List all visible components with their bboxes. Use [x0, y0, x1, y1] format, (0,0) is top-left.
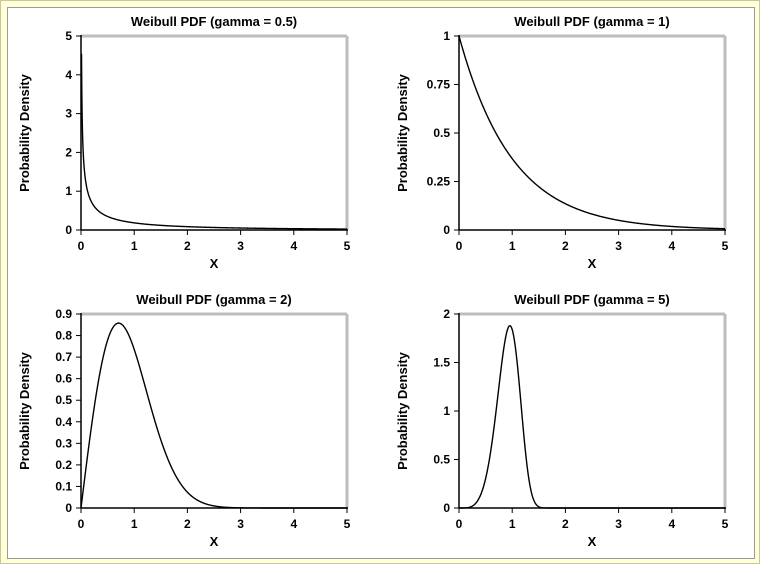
x-tick-label: 3 — [237, 239, 244, 253]
pdf-curve — [459, 324, 725, 509]
x-tick-label: 5 — [722, 517, 729, 531]
y-tick-label: 1 — [65, 184, 72, 198]
y-tick-label: 0 — [443, 501, 450, 515]
chart-title: Weibull PDF (gamma = 2) — [136, 292, 291, 307]
x-tick-label: 0 — [456, 517, 463, 531]
y-tick-label: 0.5 — [55, 393, 72, 407]
chart-title: Weibull PDF (gamma = 0.5) — [131, 14, 297, 29]
chart-gamma-5: Weibull PDF (gamma = 5) 0 1 2 3 4 5 0 0.5 1 1.5 2 X P… — [395, 292, 729, 549]
x-tick-label: 4 — [668, 239, 675, 253]
y-tick-label: 0.6 — [55, 372, 72, 386]
y-tick-label: 5 — [65, 29, 72, 43]
y-tick-label: 0.7 — [55, 350, 72, 364]
y-tick-label: 0.5 — [433, 453, 450, 467]
chart-title: Weibull PDF (gamma = 1) — [514, 14, 669, 29]
x-tick-label: 1 — [131, 239, 138, 253]
x-tick-label: 0 — [78, 517, 85, 531]
y-tick-label: 1 — [443, 29, 450, 43]
x-tick-label: 4 — [668, 517, 675, 531]
y-tick-label: 0 — [65, 501, 72, 515]
chart-gamma-0-5: Weibull PDF (gamma = 0.5) 0 1 2 3 4 5 0 1 2 3 4 5 X Pr… — [17, 14, 351, 271]
y-tick-label: 0.2 — [55, 458, 72, 472]
x-tick-label: 1 — [509, 239, 516, 253]
x-tick-label: 0 — [78, 239, 85, 253]
x-axis-label: X — [588, 256, 597, 271]
x-tick-label: 3 — [615, 517, 622, 531]
x-axis-label: X — [588, 534, 597, 549]
x-tick-label: 2 — [184, 517, 191, 531]
y-tick-label: 0.9 — [55, 307, 72, 321]
y-tick-label: 1 — [443, 404, 450, 418]
x-tick-label: 1 — [509, 517, 516, 531]
y-axis-label: Probability Density — [395, 351, 410, 470]
y-tick-label: 0.5 — [433, 126, 450, 140]
chart-title: Weibull PDF (gamma = 5) — [514, 292, 669, 307]
y-tick-label: 0.3 — [55, 436, 72, 450]
y-tick-label: 2 — [443, 307, 450, 321]
x-tick-label: 3 — [615, 239, 622, 253]
y-tick-label: 0.75 — [427, 78, 451, 92]
x-tick-label: 2 — [562, 517, 569, 531]
x-tick-label: 5 — [344, 517, 351, 531]
x-axis-label: X — [210, 534, 219, 549]
y-tick-label: 0.25 — [427, 175, 451, 189]
x-tick-label: 4 — [290, 239, 297, 253]
x-tick-label: 4 — [290, 517, 297, 531]
x-tick-label: 0 — [456, 239, 463, 253]
y-tick-label: 0.4 — [55, 415, 72, 429]
x-tick-label: 2 — [562, 239, 569, 253]
x-tick-label: 5 — [344, 239, 351, 253]
x-axis-label: X — [210, 256, 219, 271]
pdf-curve — [80, 322, 347, 509]
y-tick-label: 0.8 — [55, 329, 72, 343]
chart-gamma-1: Weibull PDF (gamma = 1) 0 1 2 3 4 5 0 0.25 0.5 0.7… — [395, 14, 729, 271]
figure-panel — [7, 7, 755, 559]
y-tick-label: 0.1 — [55, 479, 72, 493]
y-tick-label: 4 — [65, 68, 72, 82]
y-axis-label: Probability Density — [17, 73, 32, 192]
x-tick-label: 3 — [237, 517, 244, 531]
y-tick-label: 1.5 — [433, 356, 450, 370]
pdf-curve — [80, 53, 347, 230]
y-tick-label: 2 — [65, 145, 72, 159]
pdf-curve — [458, 35, 726, 230]
x-tick-label: 2 — [184, 239, 191, 253]
y-axis-label: Probability Density — [395, 73, 410, 192]
chart-gamma-2: Weibull PDF (gamma = 2) 0 1 2 3 4 5 0 0.1 0.2 0.3 0… — [17, 292, 351, 549]
x-tick-label: 5 — [722, 239, 729, 253]
x-tick-label: 1 — [131, 517, 138, 531]
y-tick-label: 0 — [65, 223, 72, 237]
y-tick-label: 3 — [65, 107, 72, 121]
y-axis-label: Probability Density — [17, 351, 32, 470]
y-tick-label: 0 — [443, 223, 450, 237]
